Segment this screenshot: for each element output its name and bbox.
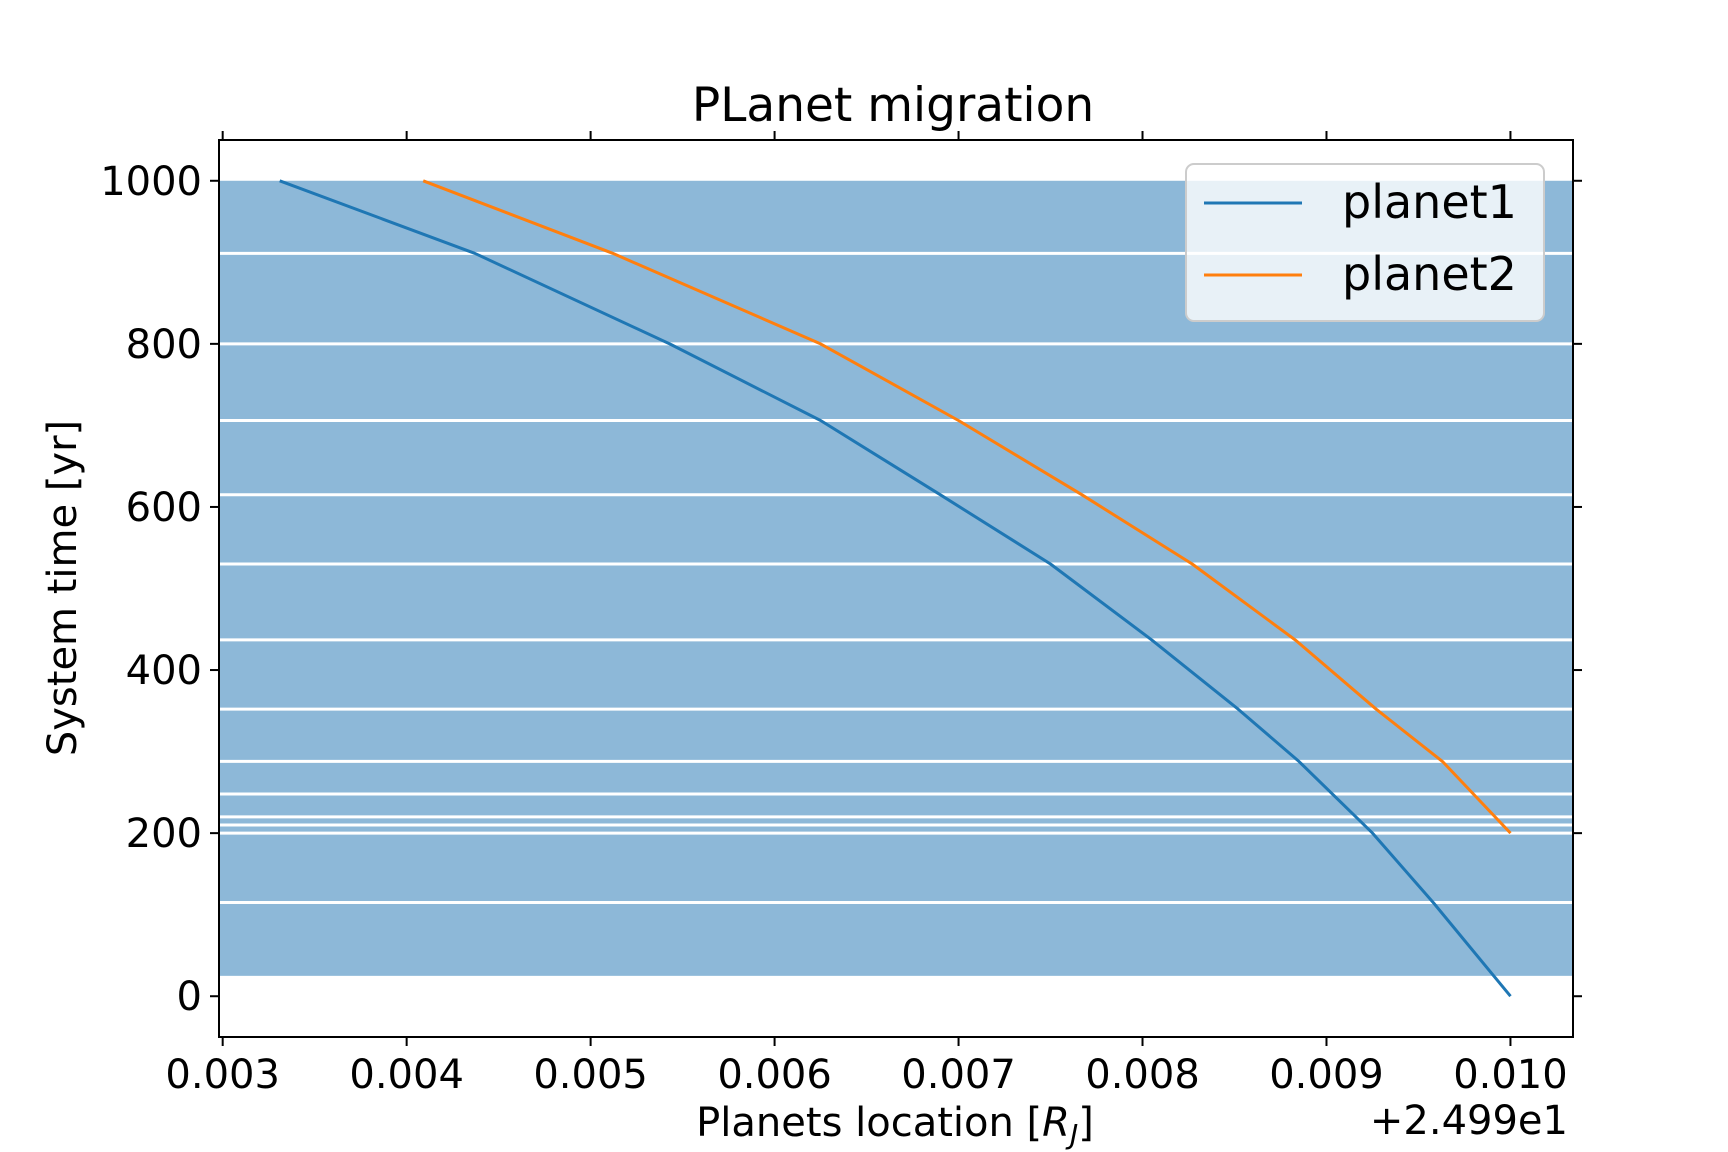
x-axis-label-symbol: R	[1042, 1100, 1070, 1146]
y-tick-label: 400	[126, 648, 202, 694]
plot-frame	[218, 139, 1574, 1038]
legend-label-planet2: planet2	[1342, 247, 1517, 301]
x-axis: 0.003 0.004 0.005 0.006 0.007 0.008 0.009 0.010	[165, 131, 1568, 1098]
legend-label-planet1: planet1	[1342, 175, 1517, 229]
y-axis: 0 200 400 600 800 1000	[100, 159, 1582, 1020]
y-tick-label: 0	[177, 974, 202, 1020]
y-axis-label: System time [yr]	[40, 420, 86, 756]
series-line-planet1	[279, 179, 1512, 998]
chart-title: PLanet migration	[692, 78, 1094, 133]
y-tick-label: 200	[126, 811, 202, 857]
x-axis-label-text: Planets location [	[696, 1100, 1042, 1146]
x-tick-label: 0.005	[533, 1052, 648, 1098]
y-tick-label: 600	[126, 485, 202, 531]
x-tick-label: 0.009	[1269, 1052, 1384, 1098]
x-tick-label: 0.004	[349, 1052, 464, 1098]
x-tick-label: 0.008	[1085, 1052, 1200, 1098]
x-axis-label: Planets location [RJ]	[696, 1100, 1094, 1151]
x-tick-label: 0.007	[901, 1052, 1016, 1098]
x-axis-offset-label: +2.499e1	[1370, 1098, 1568, 1144]
x-tick-label: 0.010	[1453, 1052, 1568, 1098]
y-tick-label: 1000	[100, 159, 202, 205]
x-tick-label: 0.006	[717, 1052, 832, 1098]
y-tick-label: 800	[126, 322, 202, 368]
x-tick-label: 0.003	[165, 1052, 280, 1098]
x-axis-label-close: ]	[1078, 1100, 1094, 1146]
series-line-planet2	[422, 179, 1512, 835]
legend: planet1 planet2	[1185, 163, 1545, 322]
series-layer	[279, 179, 1512, 998]
